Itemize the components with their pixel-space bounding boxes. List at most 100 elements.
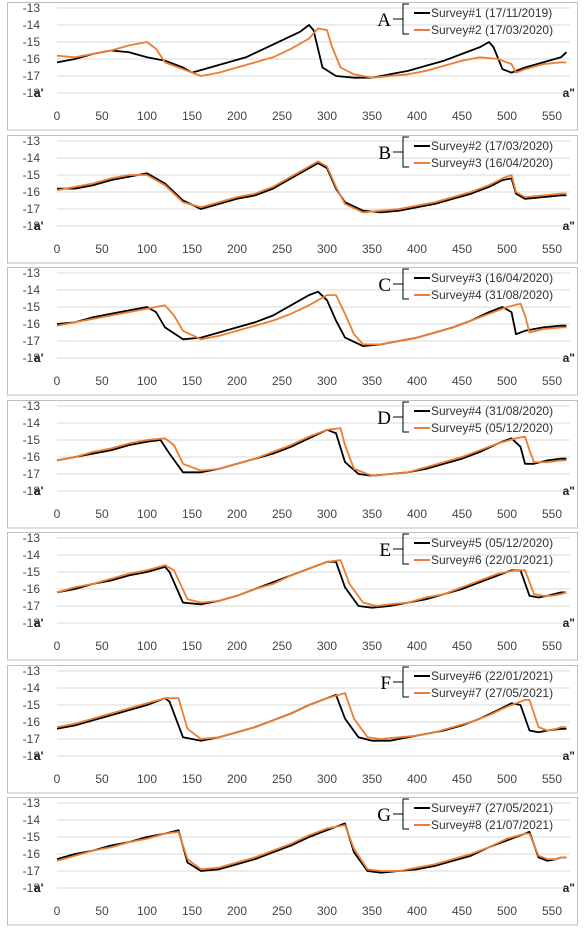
start-label: a': [34, 484, 44, 498]
series-line-2: [56, 159, 567, 213]
series-line-2: [56, 559, 567, 607]
x-tick-label: 500: [497, 507, 517, 521]
x-tick-label: 550: [542, 109, 562, 123]
series-line-1: [57, 161, 567, 213]
x-tick-label: 450: [452, 772, 472, 786]
x-tick-label: 200: [227, 904, 247, 918]
x-tick-label: 150: [182, 242, 202, 256]
panel-frame: [7, 664, 578, 793]
y-tick-label: -13: [23, 266, 41, 280]
series-line-1: [56, 560, 567, 609]
chart-panel-c: -13 -14 -15 -16 -17 -18 0 50 100 150 200 250 300 350 4…: [7, 266, 578, 396]
series-line-2: [56, 294, 567, 346]
x-tick-label: 250: [272, 109, 292, 123]
x-tick-label: 450: [452, 109, 472, 123]
legend-entry-1: Survey#4 (31/08/2020): [431, 404, 553, 418]
x-tick-label: 500: [497, 242, 517, 256]
legend: E Survey#5 (05/12/2020) Survey#6 (22/01/20…: [379, 533, 553, 567]
legend: B Survey#2 (17/03/2020) Survey#3 (16/04/20…: [378, 136, 553, 170]
y-tick-label: -13: [23, 1, 41, 15]
x-tick-label: 200: [227, 639, 247, 653]
y-tick-label: -15: [23, 698, 41, 712]
x-tick-label: 350: [362, 109, 382, 123]
y-tick-label: -14: [23, 18, 41, 32]
y-tick-label: -13: [23, 796, 41, 810]
legend-entry-1: Survey#7 (27/05/2021): [431, 801, 553, 815]
legend-entry-1: Survey#1 (17/11/2019): [431, 6, 552, 20]
x-tick-label: 250: [272, 507, 292, 521]
y-tick-label: -17: [23, 864, 41, 878]
x-tick-label: 0: [54, 507, 61, 521]
legend-entry-2: Survey#4 (31/08/2020): [431, 288, 553, 302]
x-tick-label: 300: [317, 507, 337, 521]
x-tick-label: 300: [317, 374, 337, 388]
x-tick-label: 250: [272, 904, 292, 918]
start-label: a': [34, 219, 44, 233]
legend-entry-1: Survey#5 (05/12/2020): [431, 536, 553, 550]
panel-label: C: [378, 275, 391, 296]
x-tick-label: 200: [227, 507, 247, 521]
panel-frame: [7, 134, 578, 263]
x-tick-label: 100: [137, 772, 157, 786]
panel-label: E: [379, 540, 391, 561]
panel-frame: [7, 532, 578, 661]
chart-panel-e: -13 -14 -15 -16 -17 -18 0 50 100 150 200 250 300 350 4…: [7, 531, 578, 661]
x-tick-label: 400: [407, 242, 427, 256]
x-tick-label: 450: [452, 904, 472, 918]
series-line-1: [56, 428, 567, 477]
x-tick-label: 50: [95, 374, 109, 388]
x-tick-label: 450: [452, 639, 472, 653]
x-tick-label: 200: [227, 242, 247, 256]
series-line-2: [56, 426, 567, 477]
y-tick-label: -13: [23, 664, 41, 678]
y-tick-label: -15: [23, 35, 41, 49]
y-tick-label: -18: [23, 749, 41, 763]
y-tick-label: -14: [23, 813, 41, 827]
x-tick-label: 100: [137, 904, 157, 918]
chart-panel-d: -13 -14 -15 -16 -17 -18 0 50 100 150 200 250 300 350 4…: [7, 399, 578, 528]
x-tick-label: 150: [182, 109, 202, 123]
y-tick-label: -16: [23, 450, 41, 464]
panel-frame: [7, 267, 578, 396]
x-tick-label: 500: [497, 374, 517, 388]
series-line-2: [56, 824, 567, 872]
x-tick-label: 250: [272, 374, 292, 388]
y-tick-label: -16: [23, 582, 41, 596]
x-tick-label: 0: [54, 904, 61, 918]
x-tick-label: 50: [95, 109, 109, 123]
x-tick-label: 100: [137, 109, 157, 123]
end-label: a": [563, 351, 575, 365]
x-tick-label: 300: [317, 109, 337, 123]
x-tick-label: 100: [137, 507, 157, 521]
y-tick-label: -16: [23, 185, 41, 199]
y-tick-label: -16: [23, 317, 41, 331]
legend: G Survey#7 (27/05/2021) Survey#8 (21/07/20…: [377, 798, 553, 832]
y-tick-label: -17: [23, 202, 41, 216]
panel-label: A: [377, 10, 391, 31]
x-tick-label: 50: [95, 507, 109, 521]
x-tick-label: 250: [272, 772, 292, 786]
y-tick-label: -16: [23, 715, 41, 729]
series-line-2: [56, 691, 567, 740]
x-tick-label: 250: [272, 639, 292, 653]
chart-panel-b: -13 -14 -15 -16 -17 -18 0 50 100 150 200 250 300 350 4…: [7, 134, 578, 263]
x-tick-label: 400: [407, 507, 427, 521]
y-tick-label: -14: [23, 151, 41, 165]
y-tick-label: -13: [23, 531, 41, 545]
y-tick-label: -18: [23, 881, 41, 895]
x-tick-label: 50: [95, 639, 109, 653]
end-label: a": [563, 749, 575, 763]
x-tick-label: 100: [137, 639, 157, 653]
end-label: a": [563, 86, 575, 100]
panel-frame: [7, 399, 578, 528]
x-tick-label: 150: [182, 904, 202, 918]
start-label: a': [34, 616, 44, 630]
x-tick-label: 300: [317, 772, 337, 786]
x-tick-label: 100: [137, 374, 157, 388]
legend: D Survey#4 (31/08/2020) Survey#5 (05/12/20…: [377, 401, 553, 435]
series-line-1: [56, 290, 567, 347]
y-tick-label: -14: [23, 283, 41, 297]
end-label: a": [563, 616, 575, 630]
panel-frame: [7, 2, 578, 131]
y-tick-label: -18: [23, 616, 41, 630]
